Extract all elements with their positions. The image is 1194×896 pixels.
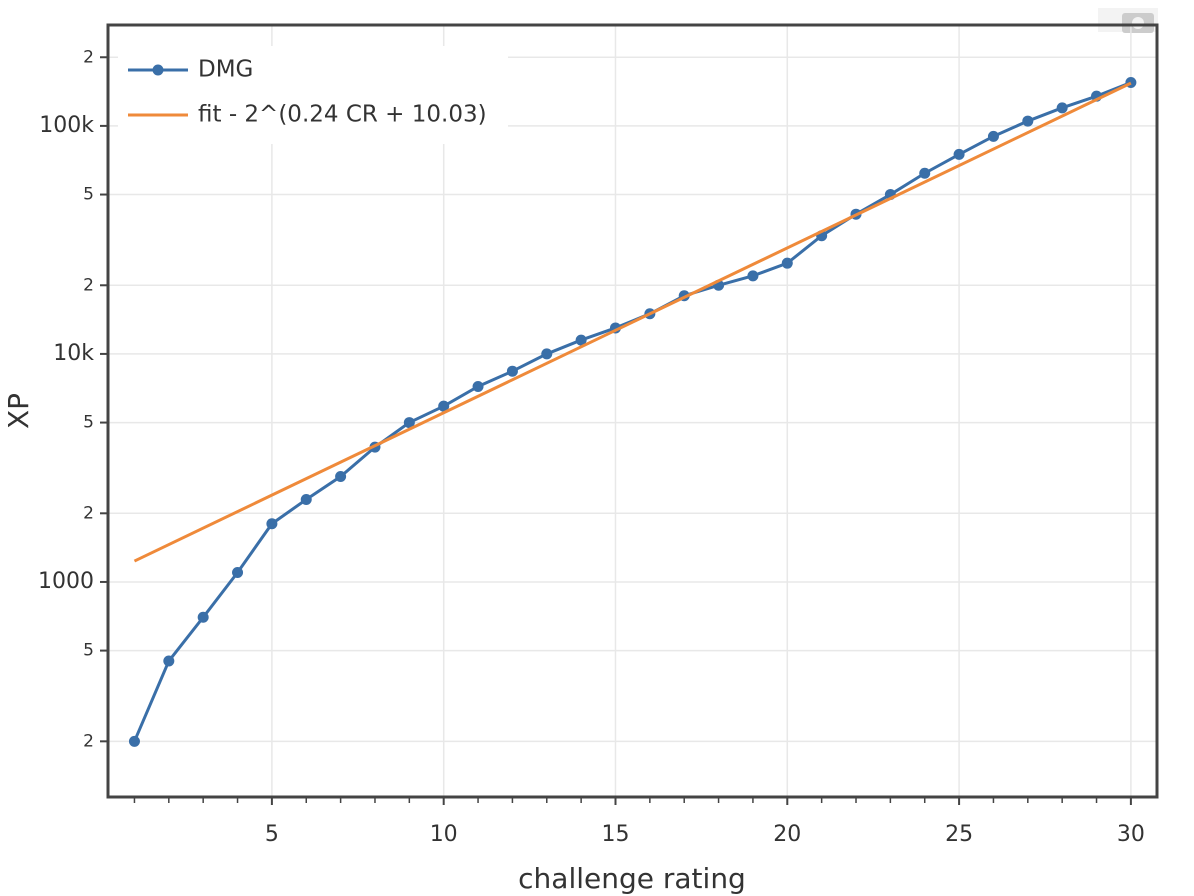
marker [953, 148, 965, 160]
camera-icon[interactable] [1098, 8, 1158, 33]
y-tick-label: 2 [83, 503, 94, 523]
y-tick-label: 5 [83, 641, 94, 661]
x-axis-title: challenge rating [518, 862, 746, 895]
marker [197, 611, 209, 623]
line [133, 81, 1132, 742]
x-tick-label: 15 [601, 822, 629, 847]
x-tick-label: 25 [945, 822, 973, 847]
marker [128, 735, 140, 747]
y-tick-label: 5 [83, 413, 94, 433]
legend-label: fit - 2^(0.24 CR + 10.03) [198, 102, 487, 128]
x-tick-label: 10 [430, 822, 458, 847]
marker [266, 518, 278, 530]
y-tick-label: 10k [53, 341, 94, 366]
marker [438, 400, 450, 412]
x-tick-label: 5 [265, 822, 279, 847]
marker [472, 380, 484, 392]
marker [747, 270, 759, 282]
y-tick-label: 2 [83, 47, 94, 67]
marker [163, 655, 175, 667]
marker [781, 257, 793, 269]
plot-frame [106, 23, 1159, 799]
marker [541, 348, 553, 360]
marker [1022, 115, 1034, 127]
legend: DMG fit - 2^(0.24 CR + 10.03) [118, 46, 508, 144]
marker [300, 493, 312, 505]
y-tick-label: 2 [83, 731, 94, 751]
plot-area [128, 76, 1137, 747]
marker [506, 365, 518, 377]
legend-label: DMG [198, 57, 253, 83]
y-tick-label: 1000 [38, 569, 94, 594]
marker [232, 567, 244, 579]
x-tick-label: 20 [773, 822, 801, 847]
legend-marker [152, 64, 164, 76]
marker [1056, 102, 1068, 114]
line [133, 81, 1132, 563]
marker [575, 334, 587, 346]
camera-lens [1132, 17, 1144, 29]
marker [919, 167, 931, 179]
legend-box [118, 46, 508, 144]
marker [403, 417, 415, 429]
marker [987, 130, 999, 142]
y-axis-title: XP [2, 393, 35, 429]
x-tick-label: 30 [1117, 822, 1145, 847]
y-tick-label: 2 [83, 275, 94, 295]
y-tick-label: 100k [39, 113, 94, 138]
y-tick-label: 5 [83, 185, 94, 205]
marker [335, 471, 347, 483]
